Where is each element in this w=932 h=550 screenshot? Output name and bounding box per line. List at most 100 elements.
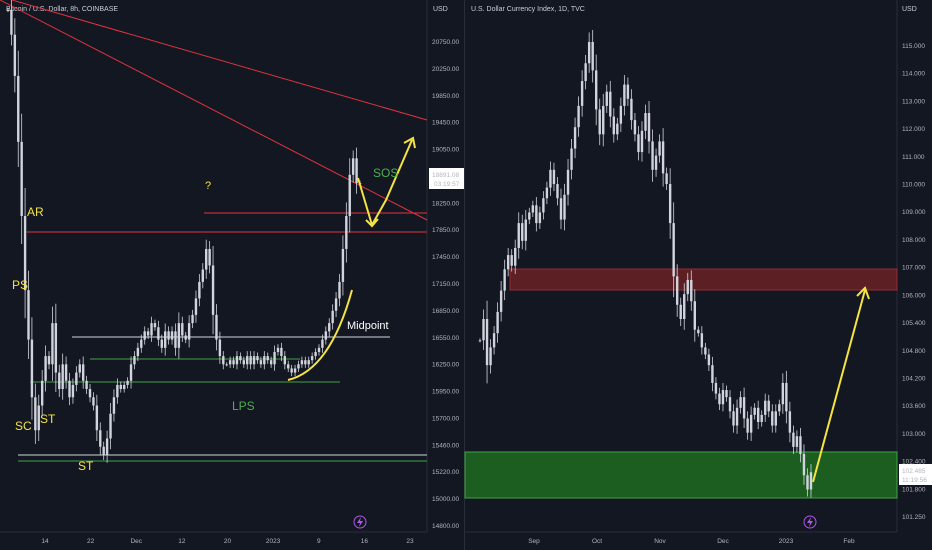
- price-candle: [300, 360, 304, 365]
- price-candle: [524, 219, 527, 241]
- price-candle: [310, 356, 314, 361]
- dxy-chart-panel[interactable]: U.S. Dollar Currency Index, 1D, TVC USD …: [464, 0, 932, 550]
- price-candle: [184, 335, 187, 340]
- price-candle: [146, 331, 150, 336]
- sos-arrowhead-up: [403, 136, 416, 149]
- price-candle: [78, 364, 81, 373]
- price-candle: [177, 323, 181, 348]
- bitcoin-chart-panel[interactable]: Bitcoin / U.S. Dollar, 8h, COINBASE USD …: [0, 0, 464, 550]
- dxy-y-axis[interactable]: 115.000 114.000 113.000 112.000 111.000 110.0…: [902, 43, 926, 521]
- x-tick-label: 16: [361, 538, 369, 545]
- green-support-zone[interactable]: [464, 451, 898, 499]
- price-candle: [623, 84, 626, 106]
- price-candle: [10, 10, 13, 35]
- price-candle: [693, 301, 696, 330]
- price-candle: [806, 475, 809, 490]
- y-tick-label: 107.000: [902, 265, 926, 272]
- y-tick-label: 19850.00: [432, 93, 459, 100]
- price-candle: [668, 184, 672, 224]
- y-tick-label: 101.250: [902, 514, 926, 521]
- price-candle: [661, 141, 665, 174]
- price-candle: [54, 323, 58, 373]
- price-candle: [252, 356, 256, 365]
- dxy-projection-arrow[interactable]: [812, 289, 866, 483]
- upper-trendline[interactable]: [11, 0, 428, 121]
- price-candle: [23, 216, 27, 291]
- price-candle: [489, 347, 492, 366]
- price-candle: [602, 105, 605, 135]
- dxy-price-series[interactable]: [478, 29, 813, 498]
- annotation-ps: PS: [12, 278, 28, 292]
- price-candle: [482, 319, 485, 341]
- price-candle: [153, 323, 157, 328]
- price-candle: [478, 340, 482, 342]
- dxy-arrowhead: [856, 286, 870, 300]
- price-candle: [563, 194, 566, 220]
- price-candle: [99, 430, 102, 447]
- lightning-icon-glyph: [357, 517, 363, 527]
- price-candle: [612, 116, 616, 135]
- price-candle: [136, 347, 140, 357]
- price-candle: [556, 184, 559, 199]
- y-tick-label: 105.400: [902, 320, 926, 327]
- dxy-chart-svg[interactable]: 115.000 114.000 113.000 112.000 111.000 110.0…: [464, 0, 932, 550]
- y-tick-label: 20750.00: [432, 39, 459, 46]
- bitcoin-x-axis[interactable]: 14 22 Dec 12 20 2023 9 16 23: [41, 538, 414, 545]
- y-tick-label: 16850.00: [432, 308, 459, 315]
- bitcoin-price-series[interactable]: [6, 0, 362, 463]
- price-candle: [307, 360, 310, 365]
- price-candle: [47, 356, 51, 365]
- lower-trendline[interactable]: [0, 0, 428, 221]
- price-candle: [781, 382, 785, 405]
- price-candle: [584, 63, 587, 82]
- price-candle: [809, 472, 813, 490]
- price-candle: [630, 98, 633, 121]
- price-candle: [609, 91, 612, 117]
- bitcoin-chart-svg[interactable]: 20750.00 20250.00 19850.00 19450.00 19050.00…: [0, 0, 464, 550]
- price-candle: [348, 174, 351, 216]
- price-candle: [157, 327, 160, 340]
- price-candle: [545, 187, 549, 199]
- price-candle: [51, 323, 54, 365]
- y-tick-label: 109.000: [902, 209, 926, 216]
- y-tick-label: 19050.00: [432, 147, 459, 154]
- price-candle: [119, 384, 122, 390]
- price-candle: [651, 141, 654, 170]
- price-candle: [538, 212, 542, 224]
- price-candle: [341, 248, 345, 282]
- bitcoin-y-axis[interactable]: 20750.00 20250.00 19850.00 19450.00 19050.00…: [432, 39, 459, 530]
- price-candle: [633, 120, 637, 135]
- panel-divider[interactable]: [464, 0, 465, 550]
- price-candle: [506, 255, 510, 270]
- price-candle: [559, 198, 563, 220]
- y-tick-label: 15460.00: [432, 442, 459, 449]
- price-candle: [92, 397, 95, 406]
- price-candle: [164, 331, 167, 348]
- price-candle: [535, 205, 538, 224]
- price-candle: [44, 356, 47, 381]
- annotation-midpoint: Midpoint: [347, 320, 389, 332]
- price-candle: [573, 127, 577, 149]
- dxy-chart-title: U.S. Dollar Currency Index, 1D, TVC: [471, 6, 585, 13]
- price-candle: [27, 290, 30, 340]
- price-candle: [116, 384, 119, 398]
- accumulation-curve[interactable]: [287, 289, 353, 381]
- price-candle: [345, 216, 348, 249]
- y-tick-label: 15000.00: [432, 496, 459, 503]
- sos-projection-arrow[interactable]: [357, 139, 413, 228]
- price-candle: [503, 269, 506, 291]
- price-candle: [109, 413, 112, 439]
- lightning-icon[interactable]: [353, 515, 367, 529]
- price-candle: [785, 382, 788, 412]
- price-candle: [280, 347, 283, 357]
- red-resistance-zone[interactable]: [509, 268, 898, 291]
- lightning-icon[interactable]: [803, 515, 817, 529]
- x-tick-label: 22: [87, 538, 95, 545]
- price-candle: [580, 81, 584, 106]
- bitcoin-chart-title: Bitcoin / U.S. Dollar, 8h, COINBASE: [6, 6, 119, 13]
- y-tick-label: 17150.00: [432, 281, 459, 288]
- x-tick-label: Dec: [717, 538, 729, 545]
- price-candle: [283, 356, 287, 365]
- dxy-x-axis[interactable]: Sep Oct Nov Dec 2023 Feb: [528, 538, 855, 545]
- price-candle: [753, 407, 756, 415]
